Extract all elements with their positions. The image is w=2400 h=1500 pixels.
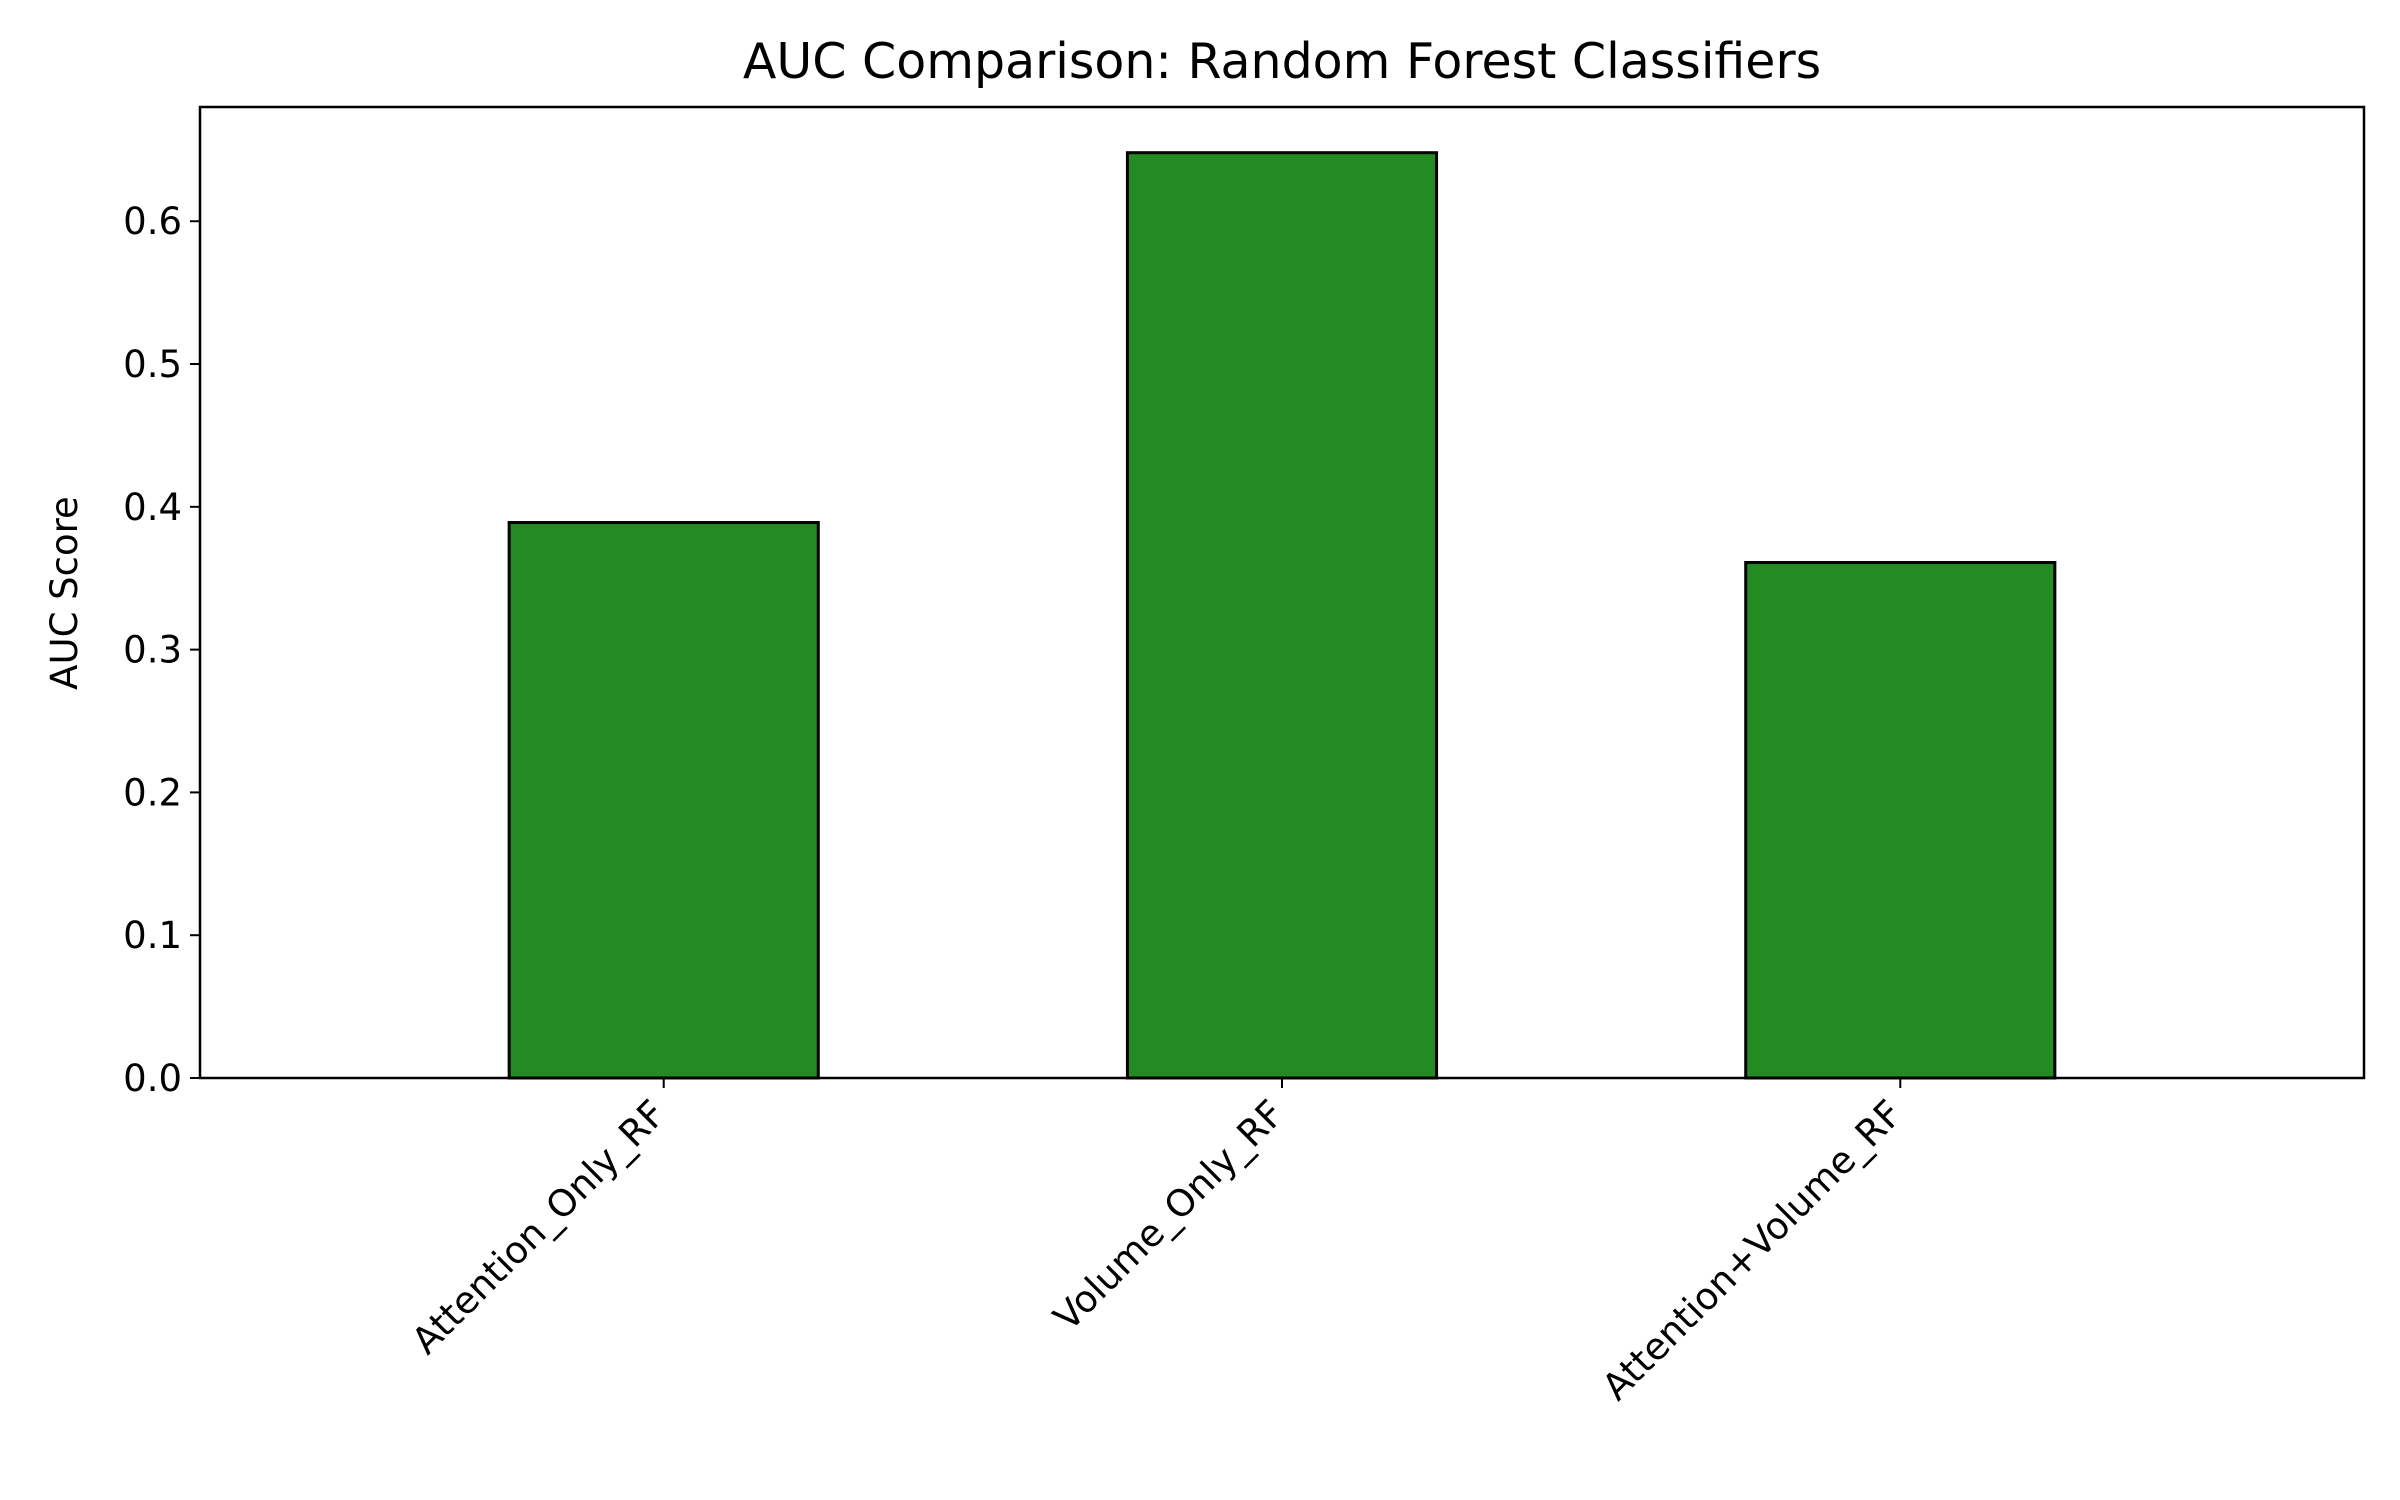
bar-attention-only-rf xyxy=(507,521,820,1080)
x-axis-ticks: Attention_Only_RF Volume_Only_RF Attention… xyxy=(404,1078,1911,1409)
y-tick-label: 0.2 xyxy=(123,771,182,814)
y-tick-label: 0.1 xyxy=(123,914,182,957)
y-tick-label: 0.6 xyxy=(123,200,182,243)
x-tick-label: Volume_Only_RF xyxy=(1045,1092,1292,1339)
y-axis-label: AUC Score xyxy=(43,496,86,690)
bars xyxy=(507,151,2057,1080)
y-axis-ticks: 0.0 0.1 0.2 0.3 0.4 0.5 0.6 xyxy=(123,200,200,1100)
y-tick-label: 0.3 xyxy=(123,629,182,672)
x-tick-label: Attention+Volume_RF xyxy=(1594,1092,1911,1409)
y-tick-label: 0.5 xyxy=(123,343,182,386)
x-tick-label: Attention_Only_RF xyxy=(404,1092,674,1362)
plot-area-frame xyxy=(198,105,2366,1080)
chart-title: AUC Comparison: Random Forest Classifier… xyxy=(743,33,1821,90)
y-tick-label: 0.0 xyxy=(123,1057,182,1100)
bar-attention-volume-rf xyxy=(1744,561,2057,1080)
bar-volume-only-rf xyxy=(1125,151,1439,1080)
y-tick-label: 0.4 xyxy=(123,486,182,529)
